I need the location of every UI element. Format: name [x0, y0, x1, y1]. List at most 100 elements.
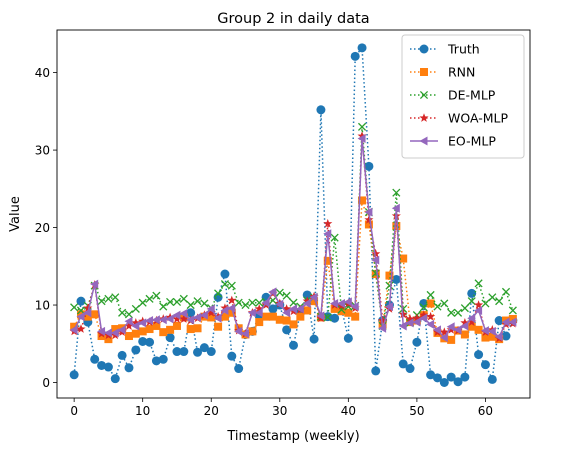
- data-point-woa-mlp: [76, 324, 86, 333]
- data-point-rnn: [138, 327, 147, 336]
- legend-label-truth: Truth: [447, 42, 480, 57]
- legend-item-de-mlp: DE-MLP: [410, 88, 496, 103]
- data-point-eo-mlp: [432, 325, 441, 335]
- data-point-truth: [302, 290, 312, 300]
- legend-marker-eo-mlp: [419, 136, 428, 146]
- y-tick-label: 20: [35, 221, 50, 235]
- data-point-de-mlp: [131, 304, 140, 313]
- data-point-truth: [158, 354, 168, 364]
- data-point-rnn: [104, 335, 113, 344]
- data-point-truth: [199, 343, 209, 353]
- data-point-eo-mlp: [234, 326, 243, 336]
- data-point-eo-mlp: [179, 309, 188, 319]
- data-point-truth: [76, 296, 86, 306]
- series-eo-mlp: [69, 133, 517, 343]
- y-tick-label: 40: [35, 66, 50, 80]
- x-axis-label: Timestamp (weekly): [226, 429, 359, 444]
- x-tick-label: 60: [478, 404, 493, 418]
- data-point-de-mlp: [241, 300, 250, 310]
- data-point-rnn: [207, 313, 216, 322]
- legend-item-rnn: RNN: [410, 65, 475, 80]
- chart-title: Group 2 in daily data: [217, 11, 369, 27]
- data-point-rnn: [83, 312, 92, 321]
- data-point-de-mlp: [172, 297, 182, 306]
- data-point-eo-mlp: [213, 313, 222, 323]
- data-point-woa-mlp: [446, 325, 456, 334]
- data-point-de-mlp: [399, 304, 408, 313]
- data-point-rnn: [124, 332, 133, 341]
- data-point-eo-mlp: [151, 315, 160, 325]
- series-line-de-mlp: [73, 126, 514, 327]
- data-point-de-mlp: [159, 302, 168, 311]
- data-point-rnn: [111, 325, 120, 334]
- data-point-woa-mlp: [124, 321, 134, 330]
- data-point-woa-mlp: [357, 131, 367, 141]
- data-point-eo-mlp: [309, 292, 318, 302]
- data-point-truth: [501, 331, 511, 341]
- data-point-eo-mlp: [145, 316, 154, 326]
- data-point-eo-mlp: [508, 317, 517, 327]
- data-point-de-mlp: [433, 302, 442, 311]
- data-point-woa-mlp: [227, 295, 237, 305]
- data-point-truth: [467, 288, 477, 298]
- x-tick-label: 30: [272, 404, 287, 418]
- data-point-eo-mlp: [398, 321, 407, 331]
- data-point-eo-mlp: [439, 333, 448, 343]
- data-point-de-mlp: [282, 291, 291, 300]
- legend-label-de-mlp: DE-MLP: [448, 88, 496, 103]
- data-point-truth: [432, 373, 442, 383]
- data-point-rnn: [330, 304, 339, 313]
- data-point-truth: [165, 333, 175, 343]
- data-point-rnn: [351, 312, 360, 321]
- data-point-de-mlp: [481, 299, 490, 308]
- data-point-truth: [364, 161, 374, 171]
- data-point-truth: [357, 43, 367, 53]
- data-point-eo-mlp: [76, 312, 85, 322]
- data-point-eo-mlp: [199, 310, 208, 320]
- data-point-eo-mlp: [282, 308, 291, 318]
- data-point-eo-mlp: [391, 203, 400, 213]
- data-point-de-mlp: [447, 308, 456, 317]
- data-point-woa-mlp: [439, 327, 449, 337]
- data-point-truth: [145, 337, 155, 347]
- data-point-eo-mlp: [97, 326, 106, 336]
- data-point-truth: [330, 313, 340, 323]
- data-point-eo-mlp: [206, 304, 215, 314]
- data-point-eo-mlp: [364, 207, 373, 217]
- legend-marker-de-mlp: [419, 90, 429, 100]
- data-point-truth: [487, 374, 497, 384]
- data-point-truth: [412, 337, 422, 347]
- data-point-eo-mlp: [316, 311, 325, 321]
- y-tick-label: 10: [35, 298, 50, 312]
- data-point-eo-mlp: [343, 297, 352, 307]
- data-point-rnn: [282, 316, 291, 325]
- data-point-eo-mlp: [289, 304, 297, 314]
- data-point-eo-mlp: [220, 305, 229, 315]
- data-point-eo-mlp: [131, 321, 140, 331]
- data-point-truth: [206, 347, 216, 357]
- legend-label-woa-mlp: WOA-MLP: [448, 111, 509, 126]
- data-point-de-mlp: [460, 304, 469, 313]
- data-point-rnn: [364, 220, 373, 229]
- data-point-truth: [282, 325, 292, 335]
- data-point-de-mlp: [70, 303, 79, 312]
- x-tick-label: 10: [135, 404, 150, 418]
- data-point-de-mlp: [453, 308, 463, 317]
- data-point-woa-mlp: [460, 318, 470, 327]
- data-point-rnn: [310, 297, 319, 306]
- legend-marker-rnn: [420, 68, 428, 76]
- y-tick-label: 0: [42, 376, 50, 390]
- data-point-rnn: [255, 318, 264, 327]
- data-point-de-mlp: [186, 300, 195, 310]
- data-point-de-mlp: [214, 289, 223, 298]
- data-point-eo-mlp: [378, 323, 387, 333]
- data-point-de-mlp: [275, 288, 284, 297]
- series-de-mlp: [70, 122, 517, 331]
- data-point-de-mlp: [220, 280, 230, 289]
- data-point-eo-mlp: [323, 229, 332, 239]
- data-point-woa-mlp: [206, 307, 216, 317]
- data-point-de-mlp: [227, 281, 236, 290]
- data-point-eo-mlp: [172, 310, 181, 320]
